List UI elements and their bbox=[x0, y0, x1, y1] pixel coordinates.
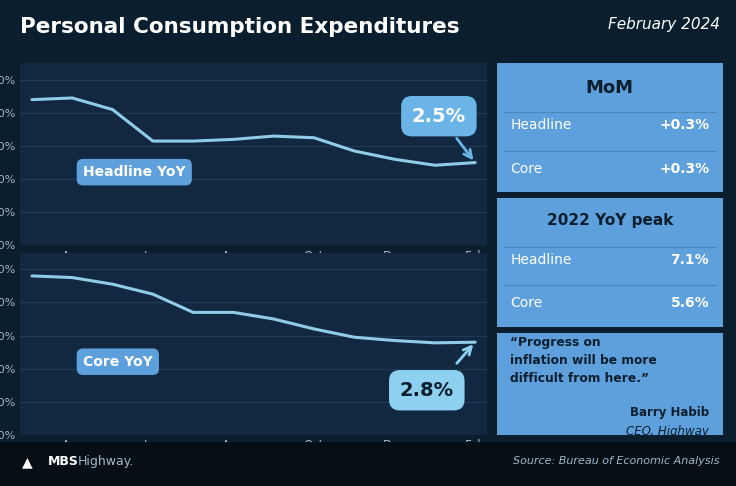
Text: +0.3%: +0.3% bbox=[659, 162, 710, 176]
Text: 7.1%: 7.1% bbox=[670, 253, 710, 267]
Text: ▲: ▲ bbox=[22, 455, 32, 469]
Text: Personal Consumption Expenditures: Personal Consumption Expenditures bbox=[20, 17, 459, 37]
Text: Highway.: Highway. bbox=[77, 455, 134, 469]
Text: MoM: MoM bbox=[586, 79, 634, 97]
Text: Core: Core bbox=[510, 296, 542, 311]
Text: Headline: Headline bbox=[510, 253, 572, 267]
Text: Headline: Headline bbox=[510, 118, 572, 132]
Text: 2022 YoY peak: 2022 YoY peak bbox=[547, 213, 673, 228]
Text: Core: Core bbox=[510, 162, 542, 176]
Text: Headline YoY: Headline YoY bbox=[83, 165, 185, 179]
Text: Core YoY: Core YoY bbox=[83, 355, 152, 369]
Text: Barry Habib: Barry Habib bbox=[630, 406, 710, 419]
Text: CEO, Highway: CEO, Highway bbox=[626, 425, 710, 438]
Text: 2.8%: 2.8% bbox=[400, 381, 454, 400]
Text: MBS: MBS bbox=[48, 455, 79, 469]
Text: February 2024: February 2024 bbox=[608, 17, 720, 32]
Text: 5.6%: 5.6% bbox=[670, 296, 710, 311]
Text: +0.3%: +0.3% bbox=[659, 118, 710, 132]
Text: 2.5%: 2.5% bbox=[412, 107, 466, 126]
Text: “Progress on
inflation will be more
difficult from here.”: “Progress on inflation will be more diff… bbox=[510, 336, 657, 385]
Text: Source: Bureau of Economic Analysis: Source: Bureau of Economic Analysis bbox=[513, 456, 720, 466]
